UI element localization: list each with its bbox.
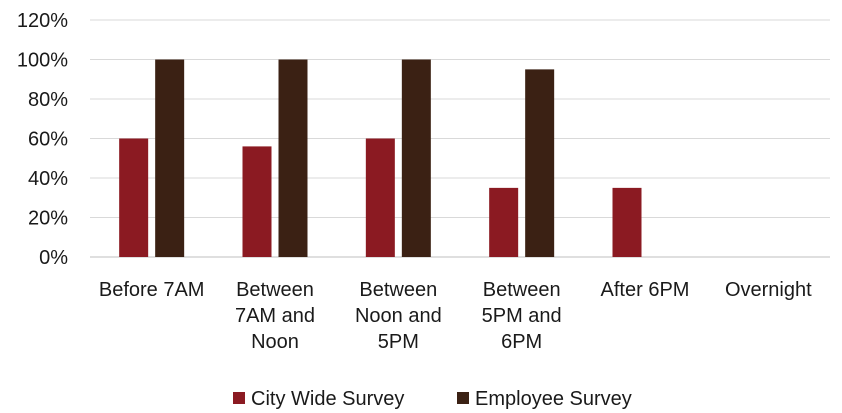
x-category-label-line: Between xyxy=(236,279,314,301)
y-tick-label: 80% xyxy=(28,89,68,111)
y-tick-label: 0% xyxy=(39,247,68,269)
bar-employee xyxy=(155,59,185,257)
legend-swatch xyxy=(457,392,469,404)
y-tick-label: 120% xyxy=(17,10,68,32)
bar-city-wide xyxy=(365,138,395,257)
bar-city-wide xyxy=(612,187,642,257)
y-tick-label: 40% xyxy=(28,168,68,190)
bar-employee xyxy=(525,69,555,257)
x-category-label: Between 5PM and 6PM xyxy=(482,279,562,353)
x-category-label-line: 6PM xyxy=(501,331,542,353)
x-category-label: Before 7AM xyxy=(99,279,205,301)
x-axis-category-labels: Before 7AM Between 7AM and Noon Between Noon … xyxy=(99,279,812,353)
x-category-label-line: 5PM and xyxy=(482,305,562,327)
y-axis-tick-labels: 0% 20% 40% 60% 80% 100% 120% xyxy=(17,10,68,269)
x-category-label-line: Overnight xyxy=(725,279,812,301)
legend: City Wide Survey Employee Survey xyxy=(233,388,632,410)
x-category-label-line: After 6PM xyxy=(601,279,690,301)
x-category-label-line: Noon and xyxy=(355,305,442,327)
x-category-label-line: Noon xyxy=(251,331,299,353)
bar-employee xyxy=(278,59,308,257)
legend-label: Employee Survey xyxy=(475,388,632,410)
x-category-label-line: 5PM xyxy=(378,331,419,353)
x-category-label: After 6PM xyxy=(601,279,690,301)
bars xyxy=(119,59,642,257)
x-category-label-line: Between xyxy=(359,279,437,301)
bar-city-wide xyxy=(489,187,519,257)
x-category-label: Between 7AM and Noon xyxy=(235,279,315,353)
legend-swatch xyxy=(233,392,245,404)
x-category-label: Between Noon and 5PM xyxy=(355,279,442,353)
x-category-label-line: 7AM and xyxy=(235,305,315,327)
bar-city-wide xyxy=(119,138,149,257)
x-category-label-line: Between xyxy=(483,279,561,301)
gridlines xyxy=(90,19,830,258)
x-category-label: Overnight xyxy=(725,279,812,301)
bar-employee xyxy=(401,59,431,257)
y-tick-label: 100% xyxy=(17,50,68,72)
y-tick-label: 60% xyxy=(28,129,68,151)
x-category-label-line: Before 7AM xyxy=(99,279,205,301)
y-tick-label: 20% xyxy=(28,208,68,230)
legend-label: City Wide Survey xyxy=(251,388,404,410)
bar-city-wide xyxy=(242,146,272,257)
